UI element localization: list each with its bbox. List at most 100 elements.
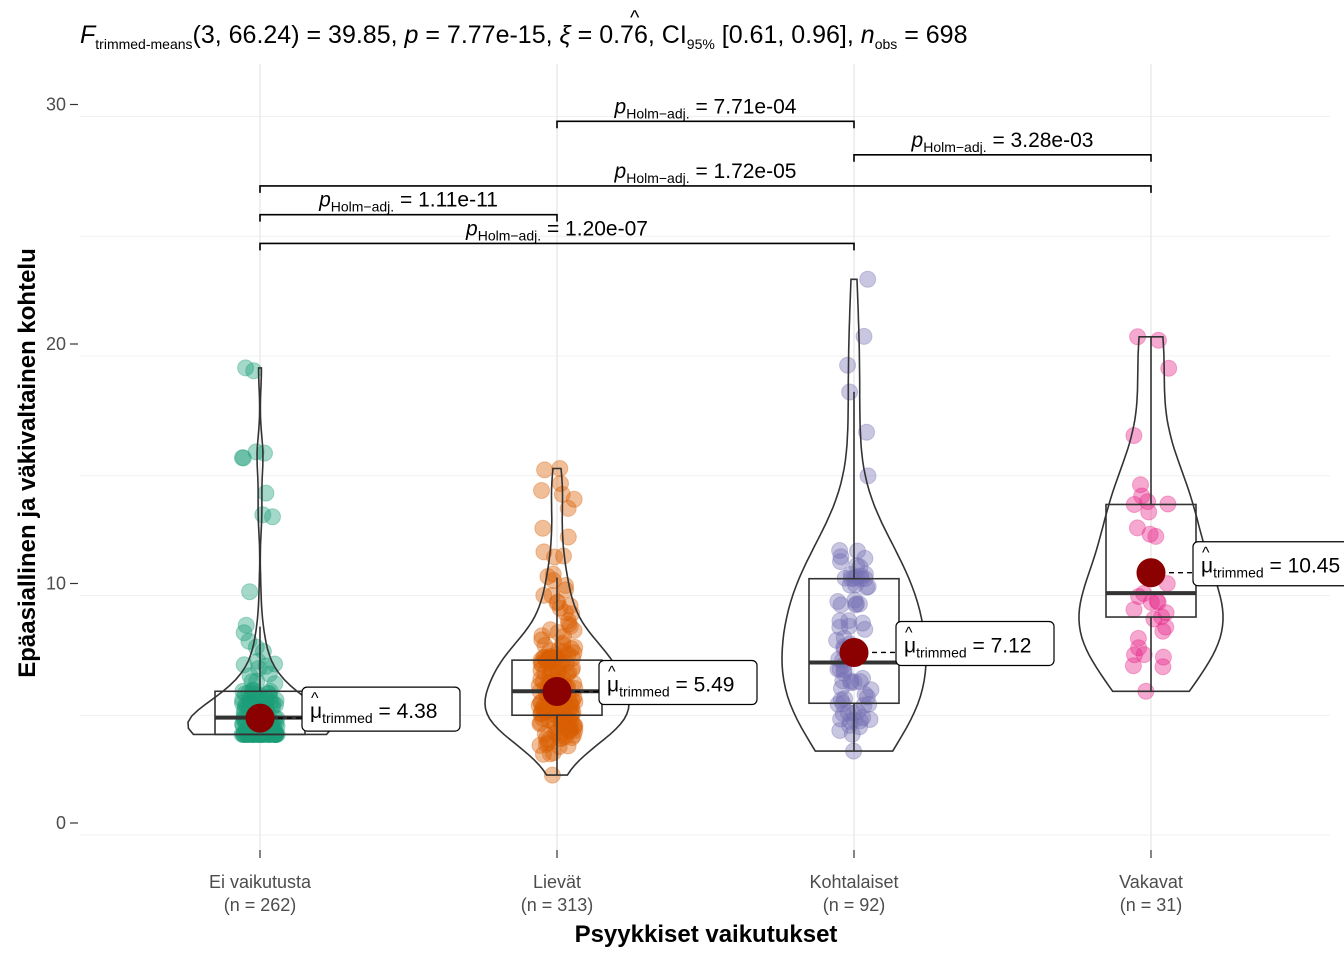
data-point	[848, 568, 866, 586]
data-point	[1154, 622, 1172, 640]
data-point	[559, 528, 577, 546]
data-point	[831, 722, 849, 739]
data-point	[564, 649, 582, 667]
data-point	[562, 705, 580, 722]
data-point	[257, 484, 275, 502]
x-tick-count: (n = 31)	[1120, 895, 1183, 915]
data-point	[533, 627, 551, 645]
data-point	[842, 674, 860, 692]
data-point	[848, 595, 865, 613]
data-point	[832, 679, 850, 697]
mean-hat: ^	[608, 664, 616, 681]
data-point	[234, 694, 251, 712]
x-tick-label: Ei vaikutusta	[209, 872, 312, 892]
data-point	[843, 725, 861, 743]
x-tick-count: (n = 92)	[823, 895, 886, 915]
violin-outline	[187, 367, 333, 736]
data-point	[561, 721, 579, 739]
data-point	[840, 612, 858, 630]
data-point	[858, 423, 876, 441]
x-tick-label: Kohtalaiset	[809, 872, 898, 892]
data-point	[234, 691, 252, 709]
trimmed-mean-point	[1136, 558, 1166, 588]
data-point	[531, 736, 549, 754]
data-point	[532, 654, 550, 672]
mean-label-text: μtrimmed = 10.45	[1201, 555, 1340, 581]
data-point	[828, 631, 846, 649]
data-point	[1149, 593, 1167, 611]
data-point	[266, 655, 284, 673]
data-point	[537, 736, 555, 753]
data-point	[859, 578, 877, 596]
data-point	[566, 717, 584, 735]
data-point	[855, 696, 873, 714]
data-point	[563, 661, 581, 679]
data-point	[554, 634, 572, 652]
data-point	[244, 684, 262, 702]
data-point	[1140, 503, 1158, 521]
data-point	[1130, 639, 1148, 657]
data-point	[1157, 618, 1175, 636]
data-point	[566, 722, 584, 740]
mean-label-box	[895, 620, 1055, 667]
data-point	[534, 519, 552, 537]
x-tick-label: Lievät	[533, 872, 581, 892]
data-point	[535, 543, 553, 561]
data-point	[832, 691, 850, 709]
data-point	[1141, 525, 1159, 543]
data-point	[560, 615, 578, 633]
data-point	[241, 583, 259, 601]
data-point	[533, 631, 551, 649]
data-point	[566, 638, 584, 656]
mean-hat: ^	[311, 690, 319, 707]
pairwise-bracket	[853, 153, 1152, 162]
data-point	[554, 711, 572, 729]
data-point	[847, 576, 864, 594]
data-point	[560, 700, 578, 718]
data-point	[831, 612, 849, 630]
data-point	[560, 721, 578, 739]
data-point	[247, 443, 265, 461]
data-point	[850, 595, 868, 613]
data-point	[860, 695, 878, 713]
data-point	[535, 648, 553, 666]
data-point	[1130, 588, 1148, 605]
pairwise-label: pHolm−adj. = 7.71e-04	[614, 95, 797, 121]
data-point	[566, 718, 583, 736]
data-point	[536, 461, 554, 479]
data-point	[854, 614, 872, 632]
data-point	[839, 356, 857, 374]
data-point	[547, 646, 565, 664]
data-point	[832, 710, 850, 728]
data-point	[852, 567, 870, 585]
data-point	[840, 617, 858, 635]
data-point	[831, 542, 849, 559]
mean-label-box	[598, 659, 758, 706]
data-point	[841, 383, 859, 401]
data-point	[861, 711, 879, 728]
data-point	[842, 672, 860, 690]
data-point	[546, 649, 564, 666]
data-point	[559, 499, 577, 517]
pairwise-bracket	[556, 120, 855, 129]
data-point	[536, 648, 554, 666]
mean-hat: ^	[905, 624, 913, 641]
data-point	[547, 718, 565, 736]
data-point	[550, 726, 568, 744]
data-point	[565, 621, 583, 639]
data-point	[559, 612, 577, 630]
data-point	[561, 597, 579, 615]
pairwise-bracket	[259, 185, 1152, 193]
y-tick-label: 0	[56, 813, 66, 833]
data-point	[562, 712, 580, 730]
trimmed-means: μtrimmed = 4.38^μtrimmed = 5.49^μtrimmed…	[245, 541, 1344, 733]
data-point	[559, 737, 577, 755]
mean-label-box	[1192, 541, 1344, 587]
data-point	[1128, 519, 1146, 537]
data-point	[563, 705, 581, 723]
trimmed-mean-point	[542, 677, 572, 707]
data-point	[260, 685, 278, 702]
data-point	[259, 685, 277, 703]
data-point	[832, 596, 850, 614]
